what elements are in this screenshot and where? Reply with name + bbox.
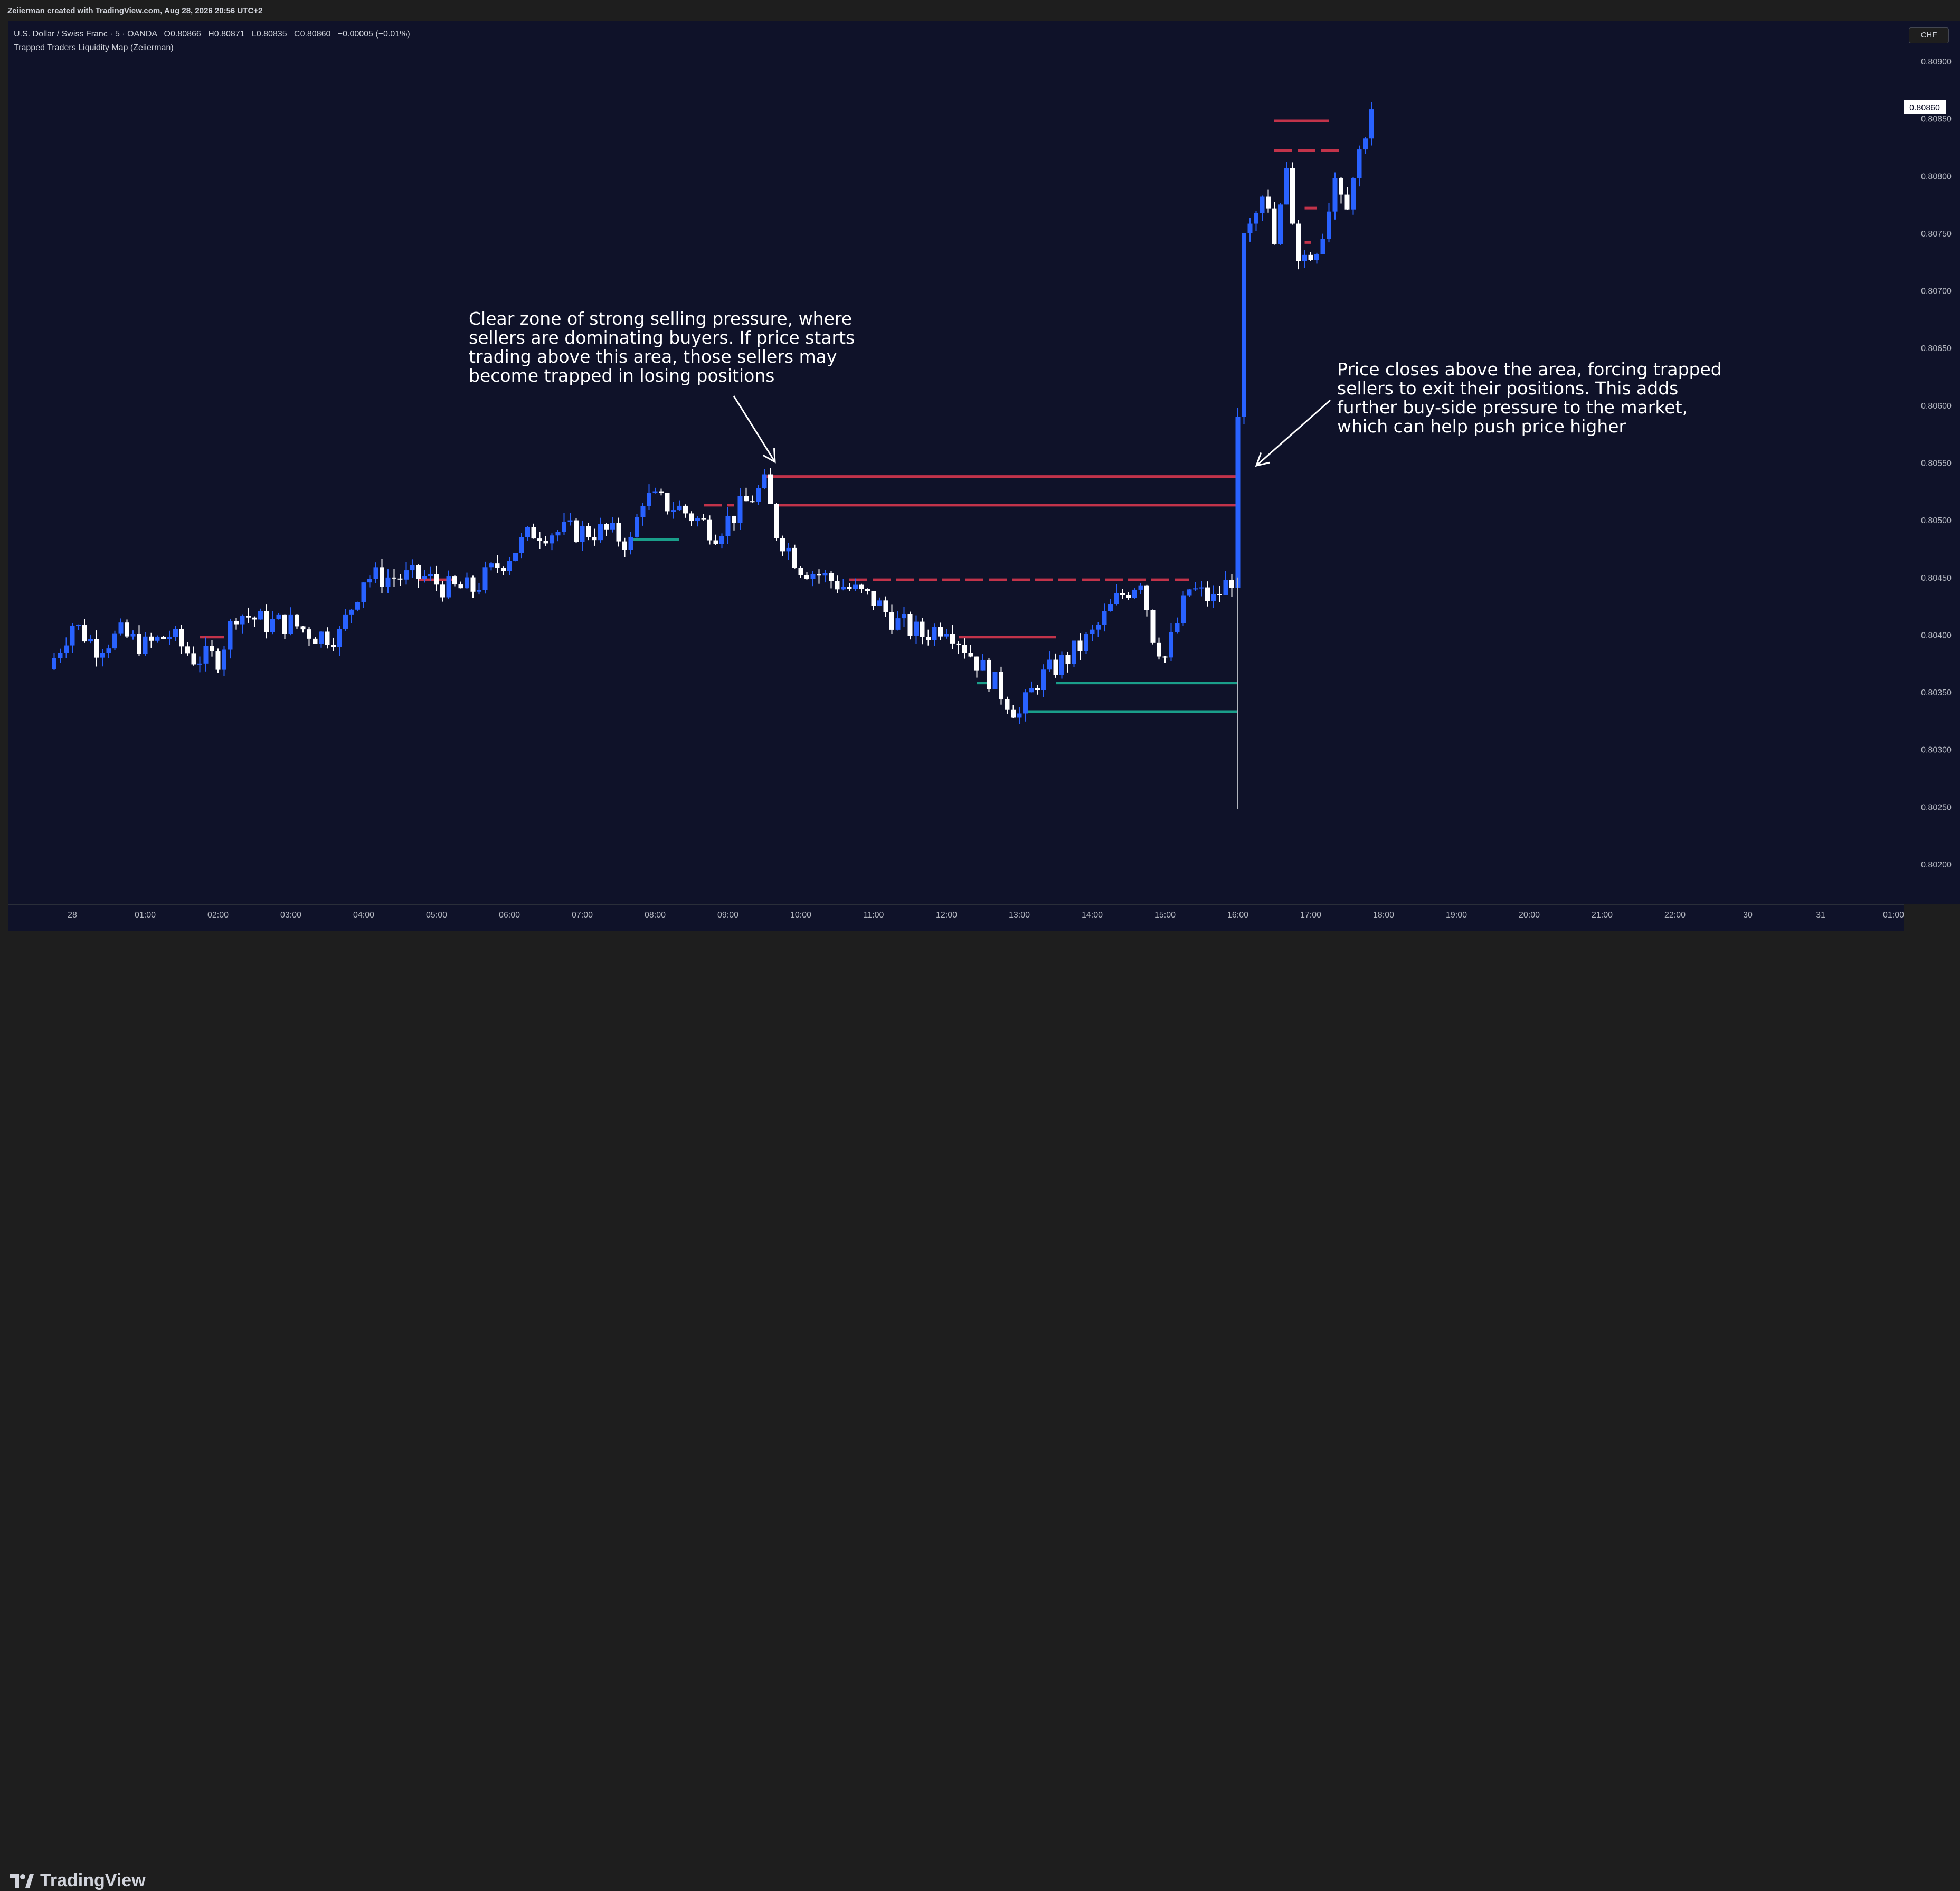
chart-area[interactable] [8,21,1904,904]
symbol-label: U.S. Dollar / Swiss Franc · 5 · OANDA [14,30,157,39]
annotation-breakout: Price closes above the area, forcing tra… [1337,359,1722,437]
low-value: 0.80835 [256,30,287,39]
chart-legend: U.S. Dollar / Swiss Franc · 5 · OANDA O0… [14,27,410,55]
brand-name: TradingView [40,1870,146,1890]
low-label: L [251,30,257,39]
high-label: H [208,30,214,39]
close-value: 0.80860 [300,30,331,39]
currency-badge[interactable]: CHF [1909,27,1949,43]
change-value: −0.00005 (−0.01%) [337,30,410,39]
top-bar: Zeiierman created with TradingView.com, … [0,0,1960,21]
price-scale[interactable] [1904,21,1960,904]
credit-text: Zeiierman created with TradingView.com, … [7,6,263,15]
indicator-label[interactable]: Trapped Traders Liquidity Map (Zeiierman… [14,43,174,52]
tradingview-logo[interactable]: TradingView [10,1870,146,1891]
annotation-selling-zone: Clear zone of strong selling pressure, w… [469,308,855,386]
open-label: O [164,30,171,39]
ohlc-line: U.S. Dollar / Swiss Franc · 5 · OANDA O0… [14,27,410,41]
tradingview-logo-icon [10,1874,34,1888]
bottom-bar: TradingView [0,931,1960,1890]
time-axis[interactable] [8,904,1904,931]
high-value: 0.80871 [214,30,245,39]
open-value: 0.80866 [170,30,201,39]
close-label: C [294,30,300,39]
